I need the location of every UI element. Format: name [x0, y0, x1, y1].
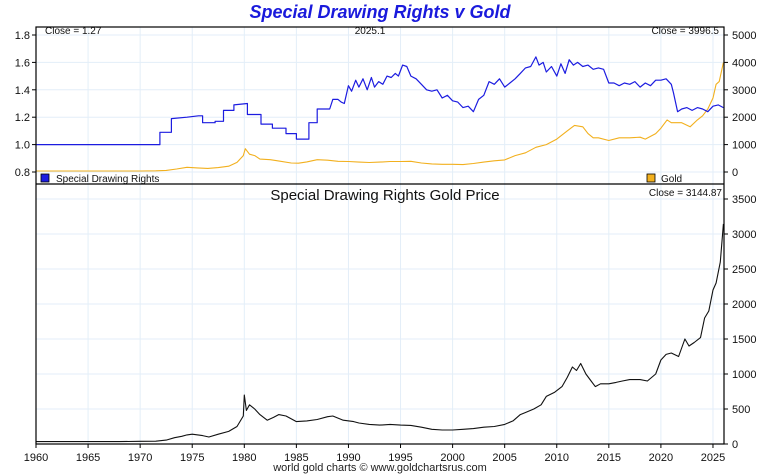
x-tick-label: 2015 [597, 452, 621, 464]
upper-left-close-label: Close = 1.27 [45, 26, 102, 37]
y-left-tick-label: 1.2 [15, 112, 30, 124]
y-right-tick-label: 5000 [732, 30, 756, 42]
lower-right-close-label: Close = 3144.87 [649, 188, 723, 199]
legend-gold-swatch [646, 173, 656, 183]
y-right-tick-label: 3000 [732, 85, 756, 97]
y-right-tick-label: 500 [732, 404, 750, 416]
y-right-tick-label: 1500 [732, 334, 756, 346]
y-right-tick-label: 0 [732, 439, 738, 451]
y-left-tick-label: 1.0 [15, 140, 30, 152]
y-right-tick-label: 3500 [732, 194, 756, 206]
x-tick-label: 2010 [545, 452, 569, 464]
x-tick-label: 1965 [76, 452, 100, 464]
x-tick-label: 1960 [24, 452, 48, 464]
y-right-tick-label: 0 [732, 167, 738, 179]
y-left-tick-label: 0.8 [15, 167, 30, 179]
upper-right-close-label: Close = 3996.5 [651, 26, 719, 37]
y-right-tick-label: 4000 [732, 57, 756, 69]
chart-title: Special Drawing Rights v Gold [249, 2, 511, 22]
y-left-tick-label: 1.6 [15, 57, 30, 69]
y-right-tick-label: 2000 [732, 299, 756, 311]
x-tick-label: 2005 [492, 452, 516, 464]
x-tick-label: 2020 [649, 452, 673, 464]
x-tick-label: 1980 [232, 452, 256, 464]
y-right-tick-label: 1000 [732, 140, 756, 152]
y-left-tick-label: 1.4 [15, 85, 30, 97]
y-right-tick-label: 1000 [732, 369, 756, 381]
series-sdr-gold-price-line [36, 223, 724, 443]
x-tick-label: 2000 [440, 452, 464, 464]
legend-sdr-label: Special Drawing Rights [56, 174, 159, 185]
x-tick-label: 1970 [128, 452, 152, 464]
legend-gold-label: Gold [661, 174, 682, 185]
x-tick-label: 1995 [388, 452, 412, 464]
plot-frame [35, 26, 725, 445]
x-tick-label: 1985 [284, 452, 308, 464]
footer-credit: world gold charts © www.goldchartsrus.co… [273, 462, 487, 474]
y-right-tick-label: 2000 [732, 112, 756, 124]
series-gold-line [36, 62, 724, 172]
y-right-tick-label: 3000 [732, 229, 756, 241]
y-right-tick-label: 2500 [732, 264, 756, 276]
x-tick-label: 1990 [336, 452, 360, 464]
lower-panel-title: Special Drawing Rights Gold Price [270, 187, 499, 204]
x-tick-label: 2025 [701, 452, 725, 464]
x-tick-label: 1975 [180, 452, 204, 464]
legend-sdr-swatch [40, 173, 50, 183]
series-sdr-line [36, 56, 724, 146]
upper-center-label: 2025.1 [355, 26, 386, 37]
y-left-tick-label: 1.8 [15, 30, 30, 42]
